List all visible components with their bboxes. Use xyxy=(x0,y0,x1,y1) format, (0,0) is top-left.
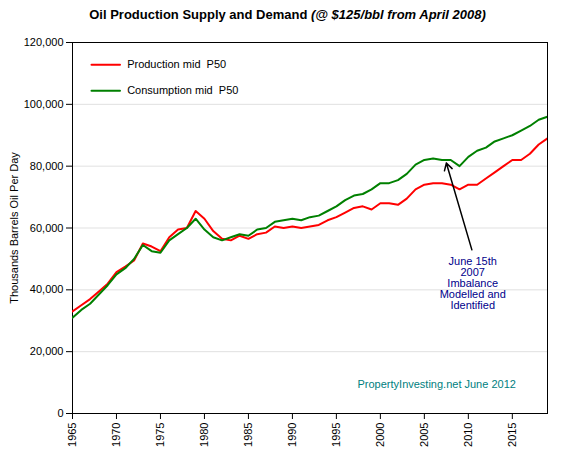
svg-text:80,000: 80,000 xyxy=(30,160,64,172)
svg-text:2015: 2015 xyxy=(506,423,518,447)
svg-text:Consumption mid P50: Consumption mid P50 xyxy=(127,84,238,96)
svg-text:1990: 1990 xyxy=(286,423,298,447)
svg-text:1995: 1995 xyxy=(330,423,342,447)
svg-text:1970: 1970 xyxy=(110,423,122,447)
svg-text:120,000: 120,000 xyxy=(24,36,64,48)
svg-text:0: 0 xyxy=(57,407,63,419)
svg-text:1985: 1985 xyxy=(242,423,254,447)
svg-text:Production mid P50: Production mid P50 xyxy=(127,58,226,70)
svg-text:100,000: 100,000 xyxy=(24,98,64,110)
svg-text:1980: 1980 xyxy=(198,423,210,447)
svg-text:20,000: 20,000 xyxy=(30,345,64,357)
svg-text:June 15th2007ImbalanceModelled: June 15th2007ImbalanceModelled andIdenti… xyxy=(440,255,506,311)
svg-text:PropertyInvesting.net June 201: PropertyInvesting.net June 2012 xyxy=(358,378,516,390)
svg-text:Thousands Barrels Oil Per Day: Thousands Barrels Oil Per Day xyxy=(8,152,20,304)
svg-text:2005: 2005 xyxy=(418,423,430,447)
svg-text:1975: 1975 xyxy=(154,423,166,447)
html-text:Oil Production Supply and Dema: Oil Production Supply and Demand (@ $125… xyxy=(89,7,486,22)
svg-text:2010: 2010 xyxy=(462,423,474,447)
svg-text:60,000: 60,000 xyxy=(30,222,64,234)
svg-text:2000: 2000 xyxy=(374,423,386,447)
svg-text:1965: 1965 xyxy=(66,423,78,447)
svg-text:40,000: 40,000 xyxy=(30,283,64,295)
